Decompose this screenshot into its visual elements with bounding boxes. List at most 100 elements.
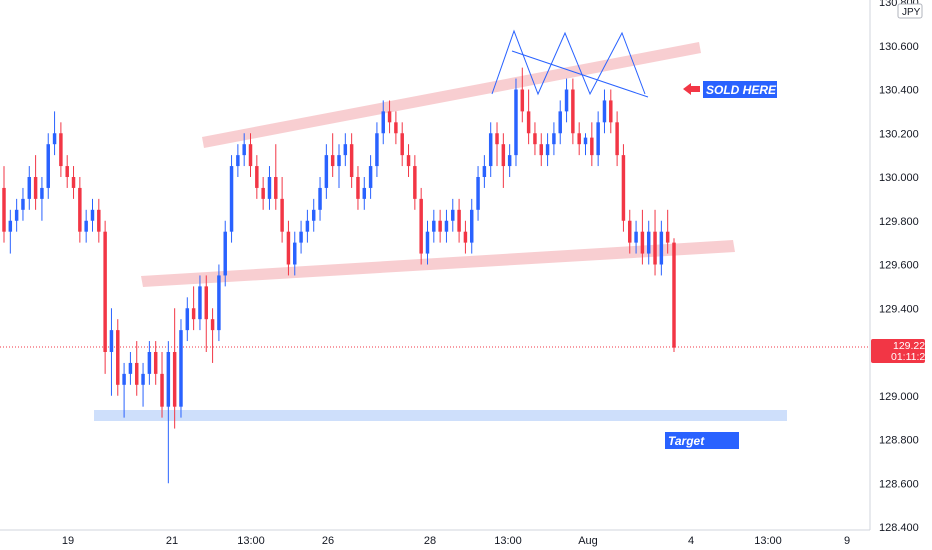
candle-body-up: [451, 209, 455, 221]
candle: [394, 111, 398, 145]
candle-body-down: [160, 373, 164, 407]
time-axis[interactable]: 19 21 13:00 26 28 13:00 Aug 4 13:00 9: [0, 529, 870, 547]
candle-body-up: [552, 133, 556, 145]
candle-body-up: [482, 166, 487, 177]
candle-body-down: [501, 144, 506, 167]
current-price-tag: 129.220 01:11:22: [871, 339, 931, 363]
candle-body-up: [545, 144, 550, 156]
candle: [406, 144, 411, 177]
candle: [166, 341, 171, 484]
candle-body-up: [583, 137, 588, 145]
sold-label-box[interactable]: [703, 81, 777, 98]
candle-body-up: [223, 231, 227, 276]
candle: [128, 352, 133, 385]
candle-body-down: [255, 166, 259, 188]
candle: [261, 177, 265, 210]
candle: [14, 198, 19, 232]
candle-body-down: [438, 220, 442, 232]
candle-body-down: [672, 242, 676, 348]
candle-body-up: [305, 220, 310, 232]
time-tick-label: 19: [62, 535, 74, 547]
candle-body-down: [571, 89, 575, 134]
currency-badge[interactable]: JPY: [897, 3, 923, 19]
price-tick-label: 129.000: [879, 391, 919, 403]
candle-body-down: [520, 89, 525, 112]
candle-body-up: [375, 133, 379, 167]
candle-body-down: [248, 144, 253, 167]
candle-body-down: [274, 177, 278, 199]
triple-top-zigzag[interactable]: [491, 29, 646, 96]
target-label-box[interactable]: [665, 432, 739, 449]
candle: [349, 133, 354, 188]
drawing-layer-front: SOLD HERE Target: [491, 29, 777, 449]
candle-body-up: [469, 209, 474, 243]
candle: [356, 166, 360, 210]
candle: [33, 155, 38, 210]
candle: [469, 198, 474, 254]
candle-body-down: [349, 144, 354, 177]
candle: [185, 297, 190, 342]
resistance-trendline[interactable]: [511, 50, 649, 98]
candles-layer: [2, 67, 676, 484]
candle-body-down: [400, 133, 404, 156]
candle: [134, 341, 139, 396]
price-tick-label: 129.800: [879, 216, 919, 228]
candle-body-up: [217, 275, 221, 331]
candle: [526, 89, 531, 145]
candle: [2, 166, 6, 243]
candle-body-down: [406, 155, 411, 167]
time-tick-label: Aug: [578, 535, 598, 547]
candle-body-up: [432, 220, 436, 232]
candle: [495, 122, 499, 167]
candle-body-down: [191, 308, 196, 320]
candle-body-down: [653, 231, 657, 265]
candle-body-down: [204, 286, 209, 320]
candle: [609, 89, 613, 134]
candle-body-up: [27, 177, 32, 199]
price-tick-label: 130.200: [879, 128, 919, 140]
price-tick-label: 130.000: [879, 172, 919, 184]
candle-body-down: [577, 133, 581, 145]
candle: [381, 100, 385, 145]
candle: [628, 209, 632, 254]
time-tick-label: 9: [844, 535, 850, 547]
price-axis[interactable]: 130.800130.600130.400130.200130.000129.8…: [869, 0, 919, 534]
candle: [210, 308, 215, 363]
candle: [659, 220, 664, 276]
candle-body-up: [179, 330, 183, 407]
candle: [558, 100, 562, 145]
candle: [362, 177, 367, 210]
candle: [545, 133, 550, 167]
time-tick-label: 13:00: [494, 535, 522, 547]
target-zone-band[interactable]: [94, 410, 787, 421]
candle-body-down: [526, 111, 531, 134]
candle: [330, 133, 335, 177]
lower-channel-band[interactable]: [141, 240, 735, 287]
candle: [463, 220, 468, 254]
candle-body-down: [609, 100, 613, 123]
candle: [432, 209, 436, 243]
upper-channel-band[interactable]: [202, 42, 701, 148]
candle-body-down: [495, 133, 499, 145]
candle: [451, 198, 455, 232]
candle-body-down: [134, 362, 139, 385]
candle-body-up: [564, 89, 569, 112]
candle: [84, 209, 88, 243]
sold-arrow-icon: [683, 83, 700, 95]
candle-body-down: [356, 177, 360, 199]
candle: [46, 133, 50, 199]
candle-body-down: [33, 177, 38, 199]
candle-body-up: [293, 242, 297, 265]
candle: [368, 155, 373, 199]
candle-body-down: [463, 231, 468, 243]
price-tick-label: 128.800: [879, 435, 919, 447]
candle-body-up: [147, 352, 152, 374]
currency-label: JPY: [902, 7, 921, 18]
candle-body-up: [185, 308, 190, 331]
candle: [172, 308, 177, 429]
candle: [583, 133, 588, 156]
candle: [141, 362, 145, 407]
candle: [596, 111, 600, 167]
candle: [179, 319, 183, 418]
